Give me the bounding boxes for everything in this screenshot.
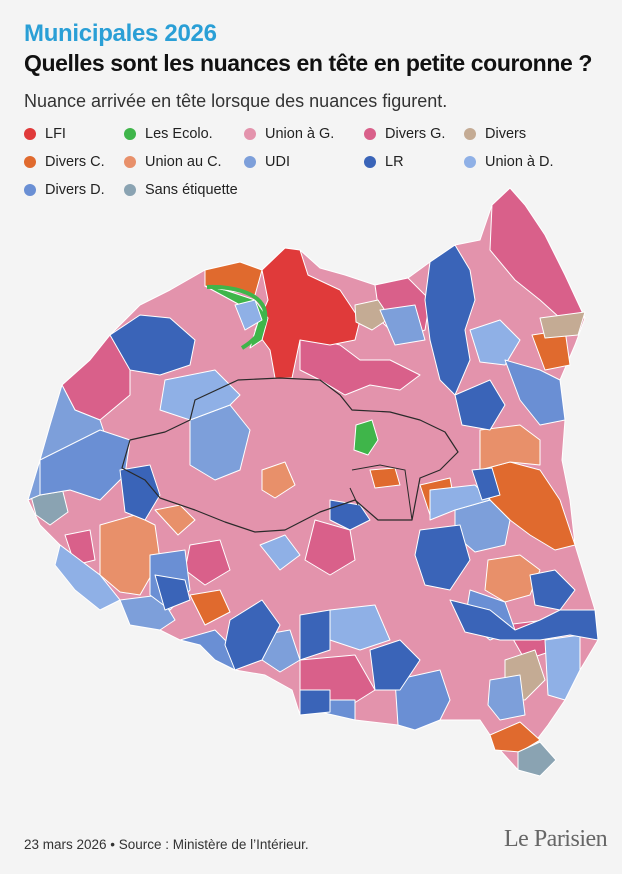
legend-label: Union au C. — [145, 154, 222, 170]
region — [299, 689, 331, 716]
legend-item-divers-centre: Divers C. — [24, 154, 124, 170]
paris-boundary-detail — [349, 487, 359, 506]
region — [539, 311, 586, 339]
legend-item-divers-droite: Divers D. — [24, 182, 124, 198]
seine-river — [206, 284, 268, 350]
source-note: 23 mars 2026 • Source : Ministère de l’I… — [24, 837, 309, 852]
region — [484, 554, 541, 603]
region — [234, 299, 263, 331]
legend-swatch — [464, 128, 476, 140]
region — [529, 569, 576, 611]
legend-item-ecolo: Les Ecolo. — [124, 126, 244, 142]
region — [471, 467, 501, 501]
legend-swatch — [124, 184, 136, 196]
legend-label: Divers D. — [45, 182, 105, 198]
legend-swatch — [244, 156, 256, 168]
region — [353, 419, 379, 456]
brand-logo: Le Parisien — [504, 826, 608, 852]
region — [394, 669, 451, 731]
legend-item-lfi: LFI — [24, 126, 124, 142]
kicker: Municipales 2026 — [24, 20, 217, 47]
region — [454, 379, 506, 431]
region — [449, 599, 599, 641]
region — [379, 304, 426, 346]
region — [261, 461, 296, 499]
region — [354, 299, 391, 331]
region — [424, 244, 476, 396]
legend-label: Union à D. — [485, 154, 554, 170]
region — [154, 574, 191, 611]
page-subtitle: Nuance arrivée en tête lorsque des nuanc… — [24, 91, 448, 111]
legend-swatch — [364, 156, 376, 168]
legend-swatch — [364, 128, 376, 140]
legend-item-sans-etiquette: Sans étiquette — [124, 182, 244, 198]
legend-label: Sans étiquette — [145, 182, 238, 198]
region — [299, 334, 421, 396]
legend-item-union-centre: Union au C. — [124, 154, 244, 170]
legend-swatch — [124, 156, 136, 168]
region — [299, 609, 331, 661]
legend-label: UDI — [265, 154, 290, 170]
region — [109, 314, 196, 376]
region — [154, 504, 196, 536]
region — [39, 429, 131, 501]
legend-swatch — [124, 128, 136, 140]
legend: LFI Les Ecolo. Union à G. Divers G. Dive… — [24, 126, 614, 198]
region — [329, 499, 371, 531]
legend-swatch — [24, 128, 36, 140]
region — [544, 634, 581, 701]
legend-label: Divers G. — [385, 126, 446, 142]
legend-swatch — [24, 184, 36, 196]
region — [369, 467, 401, 489]
region — [429, 484, 491, 521]
legend-item-divers-gauche: Divers G. — [364, 126, 464, 142]
region — [304, 519, 356, 576]
legend-label: LFI — [45, 126, 66, 142]
page-title: Quelles sont les nuances en tête en peti… — [24, 50, 592, 76]
region — [259, 534, 301, 571]
legend-label: Union à G. — [265, 126, 335, 142]
legend-label: LR — [385, 154, 404, 170]
legend-item-lr: LR — [364, 154, 464, 170]
legend-swatch — [24, 156, 36, 168]
region — [369, 639, 421, 691]
legend-swatch — [244, 128, 256, 140]
region — [469, 319, 521, 366]
legend-label: Divers — [485, 126, 527, 142]
region — [159, 369, 241, 421]
region — [504, 359, 566, 426]
paris-boundary — [121, 377, 459, 533]
region — [119, 464, 161, 521]
region — [517, 741, 557, 777]
legend-item-union-droite: Union à D. — [464, 154, 594, 170]
legend-swatch — [464, 156, 476, 168]
region — [489, 187, 586, 319]
region — [414, 524, 471, 591]
legend-label: Divers C. — [45, 154, 105, 170]
region — [487, 674, 526, 721]
region — [189, 589, 231, 626]
region — [54, 544, 121, 611]
legend-label: Les Ecolo. — [145, 126, 213, 142]
region — [224, 599, 281, 671]
legend-item-udi: UDI — [244, 154, 364, 170]
legend-item-divers: Divers — [464, 126, 594, 142]
paris-boundary-detail — [351, 464, 413, 521]
legend-item-union-gauche: Union à G. — [244, 126, 364, 142]
